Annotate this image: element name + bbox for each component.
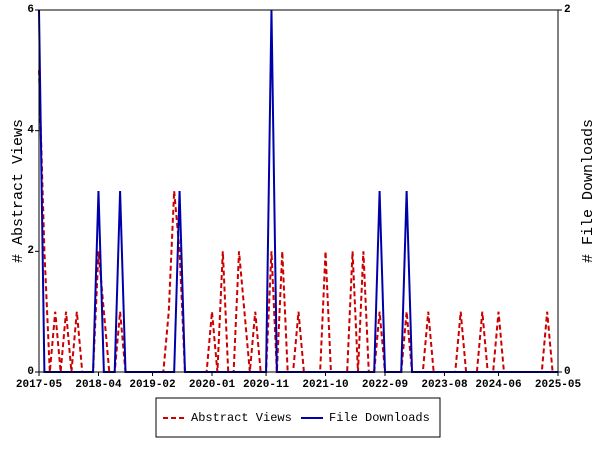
- x-tick-label: 2020-11: [243, 379, 290, 391]
- y-tick-label: 6: [27, 4, 34, 16]
- legend-label: Abstract Views: [191, 411, 292, 425]
- x-tick-label: 2019-02: [129, 379, 175, 391]
- x-tick-label: 2023-08: [421, 379, 468, 391]
- x-tick-label: 2020-01: [189, 379, 236, 391]
- y2-axis-label: # File Downloads: [580, 119, 597, 263]
- y2-tick-label: 0: [564, 366, 571, 378]
- y-tick-label: 2: [27, 245, 34, 257]
- y2-tick-label: 2: [564, 4, 571, 16]
- legend-label: File Downloads: [329, 411, 430, 425]
- x-tick-label: 2025-05: [535, 379, 582, 391]
- y-axis-label: # Abstract Views: [10, 119, 27, 263]
- x-tick-label: 2017-05: [16, 379, 63, 391]
- x-tick-label: 2024-06: [475, 379, 521, 391]
- y-tick-label: 0: [27, 366, 34, 378]
- x-tick-label: 2021-10: [302, 379, 348, 391]
- plot-frame: [38, 9, 559, 373]
- y-tick-label: 4: [27, 125, 34, 137]
- x-tick-label: 2022-09: [362, 379, 408, 391]
- legend-box: [155, 397, 441, 438]
- x-tick-label: 2018-04: [75, 379, 122, 391]
